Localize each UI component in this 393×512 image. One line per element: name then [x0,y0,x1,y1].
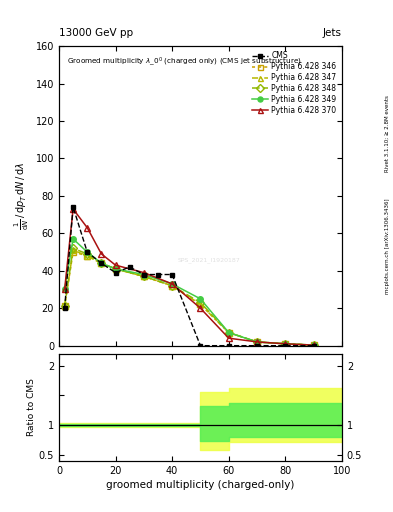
Pythia 6.428 349 [141,271,146,278]
CMS [141,271,146,278]
Line: CMS: CMS [62,205,316,348]
Pythia 6.428 349 [170,281,174,287]
CMS [62,305,67,311]
Line: Pythia 6.428 348: Pythia 6.428 348 [62,246,316,348]
Pythia 6.428 346 [198,302,203,308]
Pythia 6.428 347 [255,339,259,345]
Pythia 6.428 346 [113,266,118,272]
Pythia 6.428 349 [62,286,67,292]
Pythia 6.428 349 [311,342,316,348]
Y-axis label: Ratio to CMS: Ratio to CMS [27,378,36,436]
CMS [170,271,174,278]
CMS [71,204,75,210]
Pythia 6.428 370 [311,342,316,348]
Pythia 6.428 346 [62,303,67,309]
Pythia 6.428 370 [283,340,288,347]
Pythia 6.428 370 [141,270,146,276]
Text: SPS_2021_I1920187: SPS_2021_I1920187 [178,258,240,264]
Pythia 6.428 347 [226,330,231,336]
Pythia 6.428 346 [85,253,90,259]
Pythia 6.428 348 [170,283,174,289]
Pythia 6.428 346 [141,273,146,280]
CMS [127,264,132,270]
Pythia 6.428 349 [85,249,90,255]
Pythia 6.428 349 [99,260,104,266]
Pythia 6.428 348 [71,245,75,251]
Pythia 6.428 346 [283,340,288,347]
Pythia 6.428 349 [113,266,118,272]
Y-axis label: $\frac{1}{\mathrm{d}N}\,/\,\mathrm{d}p_T\,\mathrm{d}N\,/\,\mathrm{d}\lambda$: $\frac{1}{\mathrm{d}N}\,/\,\mathrm{d}p_T… [13,162,31,230]
Pythia 6.428 347 [283,340,288,347]
Text: Rivet 3.1.10; ≥ 2.8M events: Rivet 3.1.10; ≥ 2.8M events [385,95,389,172]
Pythia 6.428 347 [170,283,174,289]
Pythia 6.428 348 [198,300,203,306]
Pythia 6.428 348 [311,342,316,348]
Pythia 6.428 370 [255,339,259,345]
Pythia 6.428 348 [62,303,67,309]
Text: mcplots.cern.ch [arXiv:1306.3436]: mcplots.cern.ch [arXiv:1306.3436] [385,198,389,293]
Pythia 6.428 347 [71,247,75,253]
Pythia 6.428 349 [71,236,75,242]
Pythia 6.428 346 [311,342,316,348]
Pythia 6.428 348 [283,340,288,347]
Pythia 6.428 346 [71,249,75,255]
Pythia 6.428 370 [226,335,231,342]
Line: Pythia 6.428 346: Pythia 6.428 346 [62,249,316,348]
Pythia 6.428 349 [255,339,259,345]
Pythia 6.428 349 [283,340,288,347]
Pythia 6.428 370 [170,281,174,287]
Pythia 6.428 348 [226,330,231,336]
Pythia 6.428 370 [198,305,203,311]
Pythia 6.428 348 [141,273,146,280]
Pythia 6.428 347 [113,266,118,272]
Line: Pythia 6.428 347: Pythia 6.428 347 [62,247,316,348]
CMS [283,343,288,349]
Pythia 6.428 346 [226,330,231,336]
CMS [311,343,316,349]
CMS [99,260,104,266]
CMS [156,271,160,278]
X-axis label: groomed multiplicity (charged-only): groomed multiplicity (charged-only) [106,480,295,490]
Text: Groomed multiplicity $\lambda\_0^0$ (charged only) (CMS jet substructure): Groomed multiplicity $\lambda\_0^0$ (cha… [68,55,303,68]
Legend: CMS, Pythia 6.428 346, Pythia 6.428 347, Pythia 6.428 348, Pythia 6.428 349, Pyt: CMS, Pythia 6.428 346, Pythia 6.428 347,… [250,50,338,117]
Text: 13000 GeV pp: 13000 GeV pp [59,28,133,38]
Pythia 6.428 346 [170,283,174,289]
Pythia 6.428 348 [85,251,90,257]
Pythia 6.428 370 [71,206,75,212]
Pythia 6.428 370 [99,251,104,257]
Pythia 6.428 347 [85,253,90,259]
Pythia 6.428 370 [113,262,118,268]
CMS [226,343,231,349]
Pythia 6.428 346 [255,339,259,345]
Pythia 6.428 347 [141,273,146,280]
Line: Pythia 6.428 349: Pythia 6.428 349 [62,236,316,348]
Pythia 6.428 348 [255,339,259,345]
Pythia 6.428 347 [198,302,203,308]
Pythia 6.428 346 [99,260,104,266]
Pythia 6.428 347 [99,260,104,266]
Line: Pythia 6.428 370: Pythia 6.428 370 [62,206,316,348]
Pythia 6.428 347 [62,303,67,309]
Pythia 6.428 370 [62,286,67,292]
CMS [85,249,90,255]
CMS [198,343,203,349]
CMS [113,270,118,276]
Pythia 6.428 347 [311,342,316,348]
Pythia 6.428 348 [99,260,104,266]
Text: Jets: Jets [323,28,342,38]
Pythia 6.428 370 [85,225,90,231]
CMS [255,343,259,349]
Pythia 6.428 349 [226,330,231,336]
Pythia 6.428 349 [198,296,203,302]
Pythia 6.428 348 [113,266,118,272]
